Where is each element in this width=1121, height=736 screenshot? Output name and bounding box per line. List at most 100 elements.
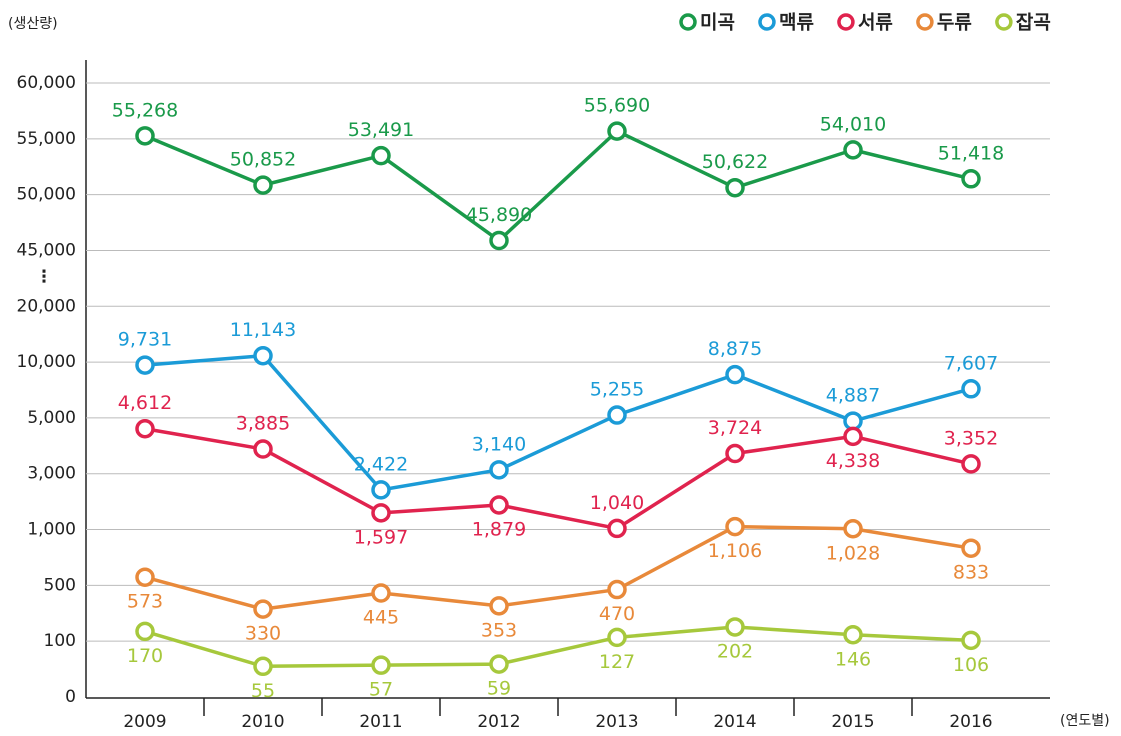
legend-label: 맥류 bbox=[779, 12, 814, 34]
point bbox=[253, 345, 273, 366]
point bbox=[961, 169, 981, 189]
point bbox=[961, 538, 981, 558]
value-label: 45,890 bbox=[466, 204, 532, 226]
legend-marker bbox=[916, 13, 934, 31]
y-tick-label: 0 bbox=[65, 687, 76, 707]
series-line bbox=[144, 353, 972, 492]
point bbox=[843, 625, 863, 645]
value-label: 53,491 bbox=[348, 119, 414, 141]
legend-label: 서류 bbox=[858, 12, 893, 34]
y-tick-label: 50,000 bbox=[17, 185, 76, 205]
y-tick-label: 55,000 bbox=[17, 129, 76, 149]
point bbox=[725, 443, 745, 464]
value-label: 51,418 bbox=[938, 142, 1004, 164]
value-label: 3,724 bbox=[708, 417, 762, 439]
point bbox=[725, 516, 745, 537]
point bbox=[961, 630, 981, 651]
value-label: 146 bbox=[835, 648, 871, 670]
point bbox=[371, 583, 391, 603]
value-label: 11,143 bbox=[230, 319, 296, 341]
value-label: 1,597 bbox=[354, 526, 408, 548]
value-label: 1,879 bbox=[472, 519, 526, 541]
series-line bbox=[144, 129, 972, 243]
point bbox=[135, 355, 155, 375]
value-label: 4,887 bbox=[826, 385, 880, 407]
legend-label: 잡곡 bbox=[1016, 12, 1051, 34]
value-label: 202 bbox=[717, 640, 753, 662]
point bbox=[371, 145, 391, 166]
value-label: 55,268 bbox=[112, 99, 178, 121]
x-tick-label: 2016 bbox=[949, 712, 992, 732]
value-label: 50,852 bbox=[230, 149, 296, 171]
value-label: 5,255 bbox=[590, 379, 644, 401]
value-label: 573 bbox=[127, 591, 163, 613]
x-tick-label: 2015 bbox=[831, 712, 874, 732]
value-label: 7,607 bbox=[944, 352, 998, 374]
point bbox=[843, 519, 863, 539]
value-label: 470 bbox=[599, 603, 635, 625]
point bbox=[253, 599, 273, 619]
value-label: 3,140 bbox=[472, 433, 526, 455]
point bbox=[489, 230, 509, 251]
value-label: 1,028 bbox=[826, 542, 880, 564]
value-label: 50,622 bbox=[702, 151, 768, 173]
value-label: 170 bbox=[127, 645, 163, 667]
value-label: 1,040 bbox=[590, 492, 644, 514]
value-label: 3,885 bbox=[236, 413, 290, 435]
point bbox=[135, 126, 155, 146]
legend-label: 미곡 bbox=[700, 12, 735, 34]
point bbox=[253, 439, 273, 459]
legend-marker bbox=[758, 13, 776, 31]
y-tick-label: 60,000 bbox=[17, 73, 76, 93]
point bbox=[607, 518, 627, 539]
y-tick-label: 100 bbox=[44, 631, 76, 651]
value-label: 55 bbox=[251, 680, 275, 702]
point bbox=[135, 418, 155, 439]
point bbox=[489, 460, 509, 480]
point bbox=[135, 567, 155, 587]
legend-label: 두류 bbox=[937, 12, 972, 34]
point bbox=[843, 426, 863, 447]
legend-marker bbox=[995, 13, 1013, 31]
y-tick-label: 45,000 bbox=[17, 240, 76, 260]
point bbox=[253, 175, 273, 195]
point bbox=[725, 617, 745, 637]
y-tick-label: 5,000 bbox=[27, 408, 76, 428]
point bbox=[961, 379, 981, 399]
x-tick-label: 2012 bbox=[477, 712, 520, 732]
y-unit-label: (생산량) bbox=[8, 16, 58, 32]
series-line bbox=[144, 427, 972, 531]
point bbox=[371, 655, 391, 675]
value-label: 57 bbox=[369, 679, 393, 701]
value-label: 330 bbox=[245, 623, 281, 645]
value-label: 9,731 bbox=[118, 329, 172, 351]
value-label: 445 bbox=[363, 607, 399, 629]
value-label: 106 bbox=[953, 654, 989, 676]
x-tick-label: 2010 bbox=[241, 712, 284, 732]
point bbox=[489, 495, 509, 515]
value-label: 8,875 bbox=[708, 338, 762, 360]
y-tick-label: 500 bbox=[44, 575, 76, 595]
point bbox=[607, 579, 627, 600]
value-label: 127 bbox=[599, 651, 635, 673]
value-label: 4,338 bbox=[826, 450, 880, 472]
point bbox=[489, 596, 509, 616]
series-line bbox=[144, 625, 972, 669]
x-tick-label: 2014 bbox=[713, 712, 756, 732]
y-tick-label: 3,000 bbox=[27, 464, 76, 484]
value-label: 4,612 bbox=[118, 392, 172, 414]
point bbox=[961, 454, 981, 474]
point bbox=[135, 621, 155, 642]
point bbox=[607, 121, 627, 141]
value-label: 54,010 bbox=[820, 113, 886, 135]
value-label: 2,422 bbox=[354, 453, 408, 475]
x-tick-label: 2009 bbox=[123, 712, 166, 732]
y-tick-label: 1,000 bbox=[27, 520, 76, 540]
point bbox=[607, 627, 627, 648]
value-label: 1,106 bbox=[708, 540, 762, 562]
value-label: 833 bbox=[953, 562, 989, 584]
value-label: 59 bbox=[487, 678, 511, 700]
point bbox=[253, 656, 273, 677]
point bbox=[371, 480, 391, 500]
